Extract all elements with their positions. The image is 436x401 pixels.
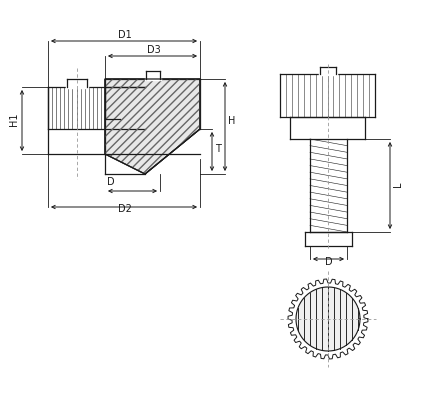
Text: H1: H1: [9, 112, 19, 126]
Text: D2: D2: [118, 203, 132, 213]
Text: D: D: [324, 256, 332, 266]
Polygon shape: [105, 80, 200, 174]
Text: D: D: [107, 176, 115, 186]
Text: L: L: [393, 181, 403, 187]
Text: D3: D3: [146, 45, 160, 55]
Text: D1: D1: [118, 30, 132, 40]
Circle shape: [296, 287, 360, 351]
Text: H: H: [228, 116, 235, 126]
Text: T: T: [215, 144, 221, 154]
